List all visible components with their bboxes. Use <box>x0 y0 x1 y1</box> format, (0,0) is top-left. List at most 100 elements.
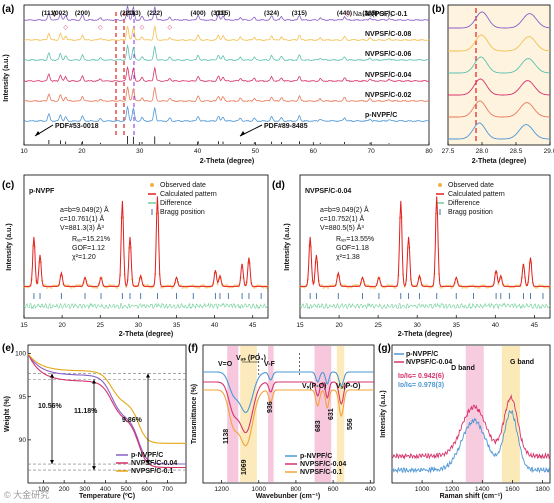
panel-d-gof: GOF=1.18 <box>336 245 369 252</box>
observed-point <box>472 284 475 287</box>
observed-point <box>115 286 119 289</box>
hkl-label: (440) <box>337 10 352 17</box>
panel-d-xlabel: 2-Theta (degree) <box>398 331 452 338</box>
observed-point <box>170 286 174 289</box>
observed-point <box>461 286 464 289</box>
panel-e-xticks: 100 200 300 400 500 600 700 <box>38 480 173 493</box>
panel-a-legend: Na₃V₂(PO₄)₃ <box>353 11 393 18</box>
diamond-icon: ◇ <box>98 25 103 31</box>
panel-c-legend-difference: Difference <box>160 200 192 207</box>
panel-d-legend: Observed date Calculated pattern Differe… <box>436 182 505 216</box>
raman-curve-004 <box>391 393 551 460</box>
panel-c-legend-calculated: Calculated pattern <box>160 191 217 198</box>
panel-e-xlabel: Temperature (ºC) <box>79 493 135 500</box>
panel-e-xtick: 500 <box>121 486 132 493</box>
panel-c-xlabel: 2-Theta (degree) <box>119 331 173 338</box>
xrd-series-label: NVPSF/C-0.1 <box>365 11 408 18</box>
panel-f-legend-01: NVPSF/C-0.1 <box>300 469 343 476</box>
hkl-label: (111) <box>42 10 56 17</box>
observed-point <box>506 283 509 287</box>
panel-c-legend: Observed date Calculated pattern Differe… <box>148 182 217 216</box>
zoom-curve <box>448 122 550 140</box>
panel-d-xtick: 30 <box>414 322 422 329</box>
panel-d-label: (d) <box>272 180 285 191</box>
panel-f-xtick: 1000 <box>252 486 267 493</box>
peak-631: 631 <box>328 408 335 420</box>
ftir-curve-p-nvpf <box>203 371 374 413</box>
ftir-curve-004 <box>203 381 374 434</box>
panel-b-xtick: 28.0 <box>476 148 489 155</box>
panel-b-xtick: 28.5 <box>510 148 523 155</box>
observed-point <box>322 286 325 289</box>
panel-c-param-c: c=10.761(1) Å <box>60 214 104 223</box>
ftir-band <box>240 346 257 482</box>
loss-label-1: 10.56% <box>38 403 63 410</box>
observed-point <box>44 284 47 287</box>
panel-a-reference-ticks <box>48 136 390 144</box>
xrd-series-label: p-NVPF/C <box>365 112 397 119</box>
observed-point <box>79 284 82 287</box>
panel-d: (d) NVPSF/C-0.04 a=b=9.049(2) Å c=10.752… <box>272 174 552 338</box>
panel-b-label: (b) <box>432 4 445 15</box>
panel-g-xtick: 1000 <box>415 486 430 493</box>
panel-a-xtick: 30 <box>136 148 144 155</box>
observed-point <box>202 284 206 287</box>
loss-label-3: 9.86% <box>122 417 143 424</box>
panel-g-label: (g) <box>378 343 391 354</box>
panel-e-ytick: 100 <box>15 351 26 358</box>
xrd-curve <box>23 105 430 123</box>
panel-c-ylabel: Intensity (a.u.) <box>6 223 13 270</box>
panel-f-legend-004: NVPSF/C-0.04 <box>300 461 346 468</box>
band-label-v-f: V-F <box>264 361 276 368</box>
hkl-label: (324) <box>264 10 279 17</box>
observed-point <box>50 286 53 289</box>
xrd-series-label: NVPSF/C-0.06 <box>365 51 411 58</box>
peak-936: 936 <box>267 401 274 413</box>
panel-g: (g) D band G band p-NVPF/C NVPSF/C-0.04 … <box>378 343 551 500</box>
hkl-label: (315) <box>292 10 307 17</box>
panel-g-xtick: 1600 <box>505 486 520 493</box>
hkl-label: (200) <box>75 10 90 17</box>
panel-c-sample-name: p-NVPF <box>29 188 55 195</box>
panel-e-tga-curves <box>27 353 186 469</box>
observed-point <box>327 286 330 289</box>
xrd-curve <box>23 44 430 62</box>
ftir-band <box>268 346 274 482</box>
observed-point <box>192 284 195 287</box>
panel-a-xtick: 50 <box>252 148 260 155</box>
panel-g-legend: p-NVPF/C NVPSF/C-0.04 <box>394 351 452 366</box>
panel-d-param-a: a=b=9.049(2) Å <box>320 205 369 214</box>
hkl-label: (400) <box>191 10 206 17</box>
observed-point <box>478 286 481 289</box>
panel-e-xtick: 400 <box>100 486 111 493</box>
panel-c-label: (c) <box>2 180 14 191</box>
observed-point <box>70 286 73 289</box>
panel-c-xtick: 20 <box>59 322 67 329</box>
panel-e-legend-01: NVPSF/C-0.1 <box>131 468 174 475</box>
panel-c-xtick: 15 <box>20 322 28 329</box>
panel-d-legend-bragg: Bragg position <box>448 209 493 216</box>
panel-f-legend: p-NVPF/C NVPSF/C-0.04 NVPSF/C-0.1 <box>285 453 346 476</box>
observed-point <box>477 286 480 289</box>
panel-a-label: (a) <box>2 4 14 15</box>
panel-c-rwp: Rᵥₚ=15.21% <box>72 236 110 243</box>
panel-d-xtick: 20 <box>335 322 343 329</box>
observed-point <box>497 283 500 286</box>
panel-d-xtick: 45 <box>531 322 539 329</box>
ratio-004: Iᴅ/Iɢ= 0.942(6) <box>398 373 444 380</box>
panel-c-xticks: 15 20 25 30 35 40 45 <box>20 315 257 329</box>
panel-g-legend-004: NVPSF/C-0.04 <box>406 359 452 366</box>
zoom-curve <box>448 78 550 96</box>
panel-c-param-a: a=b=9.049(2) Å <box>60 205 109 214</box>
xrd-curve <box>23 86 430 103</box>
panel-g-ylabel: Intensity (a.u.) <box>380 390 387 437</box>
panel-d-param-c: c=10.752(1) Å <box>320 214 364 223</box>
panel-e-xtick: 300 <box>79 486 90 493</box>
panel-f-xlabel: Wavebunber (cm⁻¹) <box>256 493 321 500</box>
observed-point <box>265 286 268 289</box>
observed-point <box>394 286 397 289</box>
zoom-curve <box>448 56 550 74</box>
panel-e-ytick: 90 <box>19 437 27 444</box>
ftir-curve-01 <box>203 389 374 447</box>
